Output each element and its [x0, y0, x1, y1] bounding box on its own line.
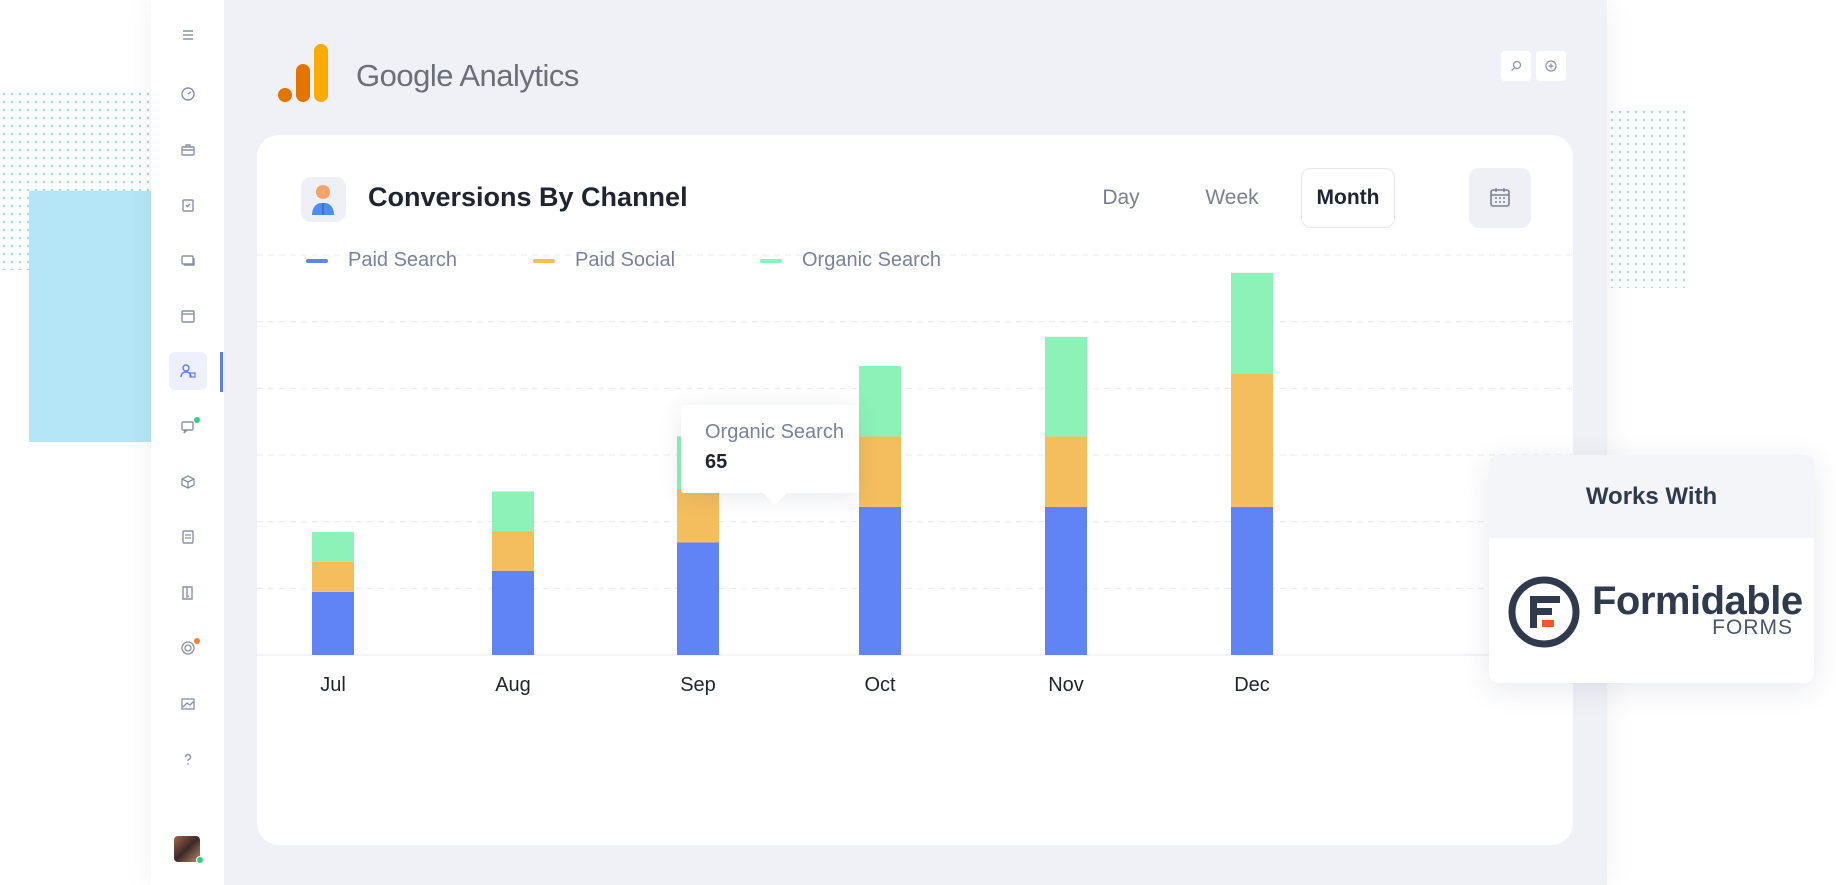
bar-segment-organic-search [1045, 336, 1087, 437]
google-analytics-logo [278, 44, 328, 102]
menu-icon[interactable] [169, 16, 207, 54]
bar-segment-organic-search [1231, 272, 1273, 374]
bar-segment-paid-social [859, 436, 901, 507]
stacked-bar-chart: Jul Aug Sep Oct Nov Dec [257, 254, 1573, 696]
x-tick-label: Sep [680, 674, 716, 696]
period-month-button[interactable]: Month [1301, 168, 1395, 228]
bar-segment-paid-social [492, 531, 534, 571]
bar-segment-paid-search [1231, 506, 1273, 655]
add-icon [1545, 60, 1557, 72]
bar-segment-organic-search [492, 491, 534, 532]
period-day-button[interactable]: Day [1102, 186, 1140, 209]
x-tick-label: Aug [495, 674, 531, 696]
add-button[interactable] [1536, 51, 1566, 81]
user-icon [301, 177, 346, 222]
clipboard-icon[interactable] [169, 186, 207, 224]
bar-segment-paid-search [492, 570, 534, 655]
app-window: Google Analytics Jul Aug Sep Oct Nov Dec Conv… [151, 0, 1607, 885]
dashboard-icon[interactable] [169, 75, 207, 113]
bar-segment-paid-search [1045, 506, 1087, 655]
chart-title: Conversions By Channel [368, 182, 688, 212]
chart-icon[interactable] [169, 685, 207, 723]
bar-segment-paid-search [677, 542, 719, 655]
sidebar [151, 0, 224, 885]
active-indicator [220, 352, 223, 392]
notification-dot [194, 417, 200, 423]
legend-label: Organic Search [802, 249, 941, 271]
document-icon[interactable] [169, 518, 207, 556]
search-icon [1511, 60, 1522, 71]
help-icon[interactable] [169, 740, 207, 778]
calendar-icon [1490, 188, 1510, 207]
decorative-dots [1600, 108, 1688, 288]
x-tick-label: Jul [320, 674, 346, 696]
briefcase-icon[interactable] [169, 131, 207, 169]
online-status-dot [196, 856, 204, 864]
chart-card: Jul Aug Sep Oct Nov Dec Conversions By Channe… [257, 135, 1573, 845]
avatar[interactable] [174, 836, 200, 862]
app-title: Google Analytics [356, 58, 579, 93]
book-icon[interactable] [169, 574, 207, 612]
legend-swatch [533, 258, 555, 263]
users-icon[interactable] [169, 352, 207, 390]
calendar-icon[interactable] [169, 297, 207, 335]
target-icon[interactable] [169, 629, 207, 667]
bar-segment-paid-social [677, 489, 719, 543]
search-button[interactable] [1501, 51, 1531, 81]
layers-icon[interactable] [169, 241, 207, 279]
chat-icon[interactable] [169, 408, 207, 446]
decorative-block [29, 191, 155, 442]
legend-item-organic-search: Organic Search [760, 249, 941, 272]
bar-segment-organic-search [312, 531, 354, 562]
tooltip-series-name: Organic Search [705, 421, 844, 443]
legend-swatch [306, 258, 328, 263]
bar-segment-paid-social [1045, 436, 1087, 507]
legend-swatch [760, 258, 782, 263]
formidable-forms-logo [1508, 576, 1580, 648]
notification-dot [194, 638, 200, 644]
x-tick-label: Dec [1234, 674, 1270, 696]
bar-segment-paid-social [1231, 373, 1273, 507]
works-with-heading: Works With [1489, 455, 1814, 538]
chart-tooltip: Organic Search 65 [681, 405, 859, 505]
works-with-panel: Works With Formidable FORMS [1489, 455, 1814, 683]
tooltip-value: 65 [705, 451, 728, 473]
bar-segment-paid-search [859, 506, 901, 655]
bar-segment-organic-search [859, 365, 901, 437]
bar-segment-paid-social [312, 561, 354, 592]
legend-label: Paid Search [348, 249, 457, 271]
cube-icon[interactable] [169, 463, 207, 501]
x-tick-label: Oct [864, 674, 896, 696]
legend-item-paid-social: Paid Social [533, 249, 675, 272]
bar-segment-paid-search [312, 591, 354, 655]
calendar-button[interactable] [1469, 168, 1531, 228]
brand-name: Formidable [1592, 579, 1803, 623]
brand-subtitle: FORMS [1712, 616, 1793, 639]
legend-label: Paid Social [575, 249, 676, 271]
x-tick-label: Nov [1048, 674, 1084, 696]
legend-item-paid-search: Paid Search [306, 249, 457, 272]
period-week-button[interactable]: Week [1205, 186, 1259, 209]
